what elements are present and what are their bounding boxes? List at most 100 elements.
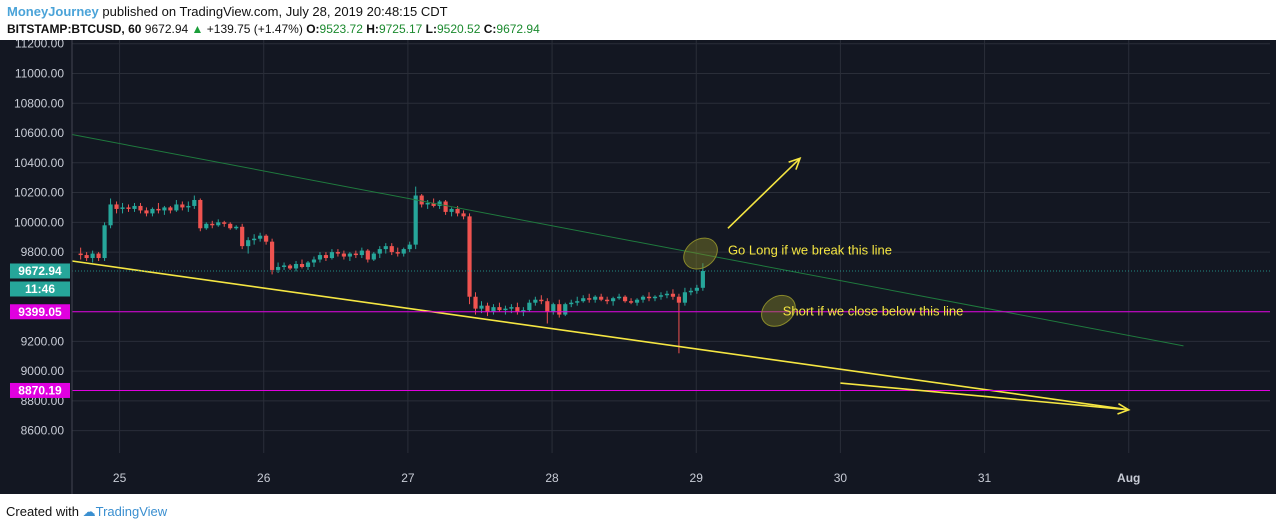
candle-body bbox=[443, 201, 448, 212]
candle-body bbox=[611, 298, 616, 302]
candle-body bbox=[216, 222, 221, 226]
candle-body bbox=[485, 305, 490, 312]
candle-body bbox=[509, 307, 514, 309]
candle-body bbox=[640, 296, 646, 300]
price-axis[interactable]: 11200.00 11000.00 10800.00 10600.00 10400.00… bbox=[10, 40, 73, 494]
candle-body bbox=[281, 265, 287, 267]
candle-body bbox=[90, 253, 95, 259]
open-label: O: bbox=[306, 22, 320, 36]
candle-body bbox=[371, 253, 376, 260]
candle-body bbox=[563, 304, 568, 315]
price-tick-label: 10000.00 bbox=[14, 215, 64, 229]
candle-body bbox=[192, 199, 197, 206]
candle-body bbox=[210, 223, 215, 226]
resistance-trendline[interactable] bbox=[71, 134, 1184, 347]
time-axis[interactable]: 25 26 27 28 29 30 31 Aug bbox=[72, 471, 1270, 485]
price-change: +139.75 (+1.47%) bbox=[206, 22, 303, 36]
candle-body bbox=[156, 208, 161, 211]
candle-body bbox=[108, 204, 113, 226]
candle-body bbox=[198, 199, 203, 229]
arrow-head[interactable] bbox=[788, 157, 802, 170]
author-link[interactable]: MoneyJourney bbox=[7, 4, 99, 19]
candle-body bbox=[503, 308, 508, 311]
high-label: H: bbox=[366, 22, 379, 36]
candle-body bbox=[670, 293, 676, 297]
candle-body bbox=[359, 250, 364, 256]
candle-body bbox=[293, 263, 299, 269]
chart-background bbox=[0, 40, 1276, 494]
current-price-tag: 9672.94 bbox=[18, 264, 62, 278]
candle-body bbox=[646, 296, 652, 299]
candle-body bbox=[575, 301, 580, 303]
low-label: L: bbox=[425, 22, 437, 36]
price-chart[interactable]: Go Long if we break this line Short if we… bbox=[0, 40, 1276, 494]
candle-body bbox=[527, 302, 532, 311]
candle-body bbox=[491, 307, 496, 312]
level-price-tag-bg bbox=[10, 304, 70, 320]
level-price-tag: 8870.19 bbox=[18, 383, 62, 397]
candle-body bbox=[479, 305, 484, 309]
annotation-label[interactable]: Go Long if we break this line bbox=[728, 242, 892, 257]
candle-body bbox=[329, 252, 335, 259]
candle-body bbox=[132, 205, 137, 209]
candle-body bbox=[84, 255, 89, 259]
close-label: C: bbox=[483, 22, 497, 36]
tradingview-brand[interactable]: TradingView bbox=[95, 504, 168, 519]
candle-body bbox=[365, 250, 370, 260]
candle-body bbox=[497, 307, 502, 311]
candle-body bbox=[569, 302, 574, 305]
candle-body bbox=[240, 226, 245, 247]
candle-body bbox=[587, 298, 592, 300]
candle-body bbox=[658, 295, 664, 297]
candle-body bbox=[299, 263, 305, 267]
candle-body bbox=[335, 252, 341, 254]
candle-body bbox=[270, 241, 275, 270]
candle-body bbox=[383, 246, 388, 250]
low-value: 9520.52 bbox=[437, 22, 481, 36]
level-price-tag-bg bbox=[10, 382, 70, 398]
price-tick-label: 11200.00 bbox=[15, 40, 64, 51]
publish-info: published on TradingView.com, July 28, 2… bbox=[102, 4, 448, 19]
candle-body bbox=[688, 290, 693, 293]
annotation-label[interactable]: Short if we close below this line bbox=[783, 303, 964, 318]
candle-body bbox=[455, 208, 460, 214]
arrow-shaft[interactable] bbox=[840, 382, 1129, 411]
current-price-tag-bg bbox=[10, 263, 70, 279]
drawings[interactable]: Go Long if we break this line Short if we… bbox=[71, 134, 1270, 415]
chart-header: MoneyJourney published on TradingView.co… bbox=[7, 3, 1267, 43]
candle-body bbox=[599, 296, 604, 300]
candle-body bbox=[377, 249, 382, 254]
candle-body bbox=[186, 205, 191, 208]
candle-body bbox=[126, 207, 131, 209]
time-tick-label: 26 bbox=[257, 471, 271, 485]
candle-body bbox=[323, 255, 329, 259]
footer: Created with ☁TradingView bbox=[6, 504, 167, 520]
candle-body bbox=[144, 210, 149, 214]
time-tick-label: 25 bbox=[113, 471, 127, 485]
price-tick-label: 9200.00 bbox=[21, 334, 65, 348]
candle-body bbox=[204, 223, 209, 229]
level-price-tag: 9399.05 bbox=[18, 305, 62, 319]
support-trendline[interactable] bbox=[71, 260, 1129, 411]
highlight-ellipse[interactable] bbox=[678, 232, 724, 276]
candle-body bbox=[395, 252, 400, 254]
candle-body bbox=[539, 299, 544, 302]
candle-body bbox=[551, 304, 556, 312]
candle-body bbox=[138, 205, 143, 211]
arrow-shaft[interactable] bbox=[727, 157, 801, 229]
symbol-label: BITSTAMP:BTCUSD, 60 bbox=[7, 22, 142, 36]
price-tick-label: 10400.00 bbox=[14, 156, 64, 170]
highlight-ellipse[interactable] bbox=[756, 289, 802, 333]
candle-body bbox=[467, 216, 472, 297]
candle-body bbox=[341, 253, 346, 257]
candle-body bbox=[628, 301, 634, 303]
candle-body bbox=[622, 296, 628, 302]
arrow-head[interactable] bbox=[1117, 402, 1131, 415]
candle-body bbox=[96, 253, 101, 259]
candle-body bbox=[162, 207, 167, 211]
candle-body bbox=[461, 213, 466, 217]
candle-body bbox=[425, 202, 430, 205]
up-triangle-icon: ▲ bbox=[191, 22, 204, 36]
candle-body bbox=[694, 287, 699, 291]
candle-body bbox=[437, 201, 442, 206]
